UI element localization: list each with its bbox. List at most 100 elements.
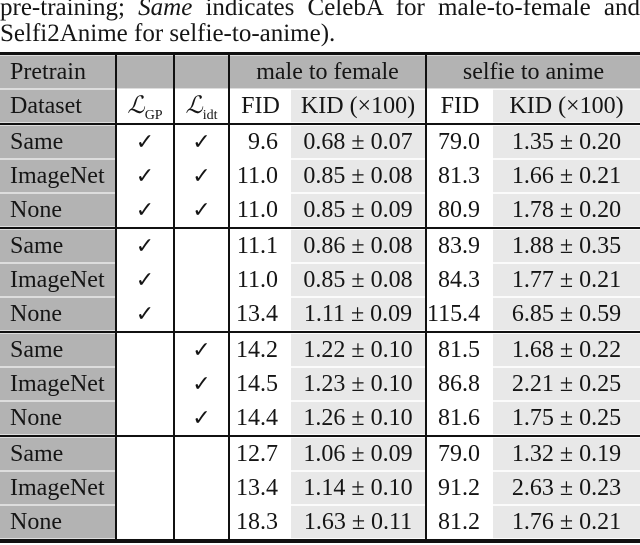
- pretrain-cell: None: [0, 297, 117, 333]
- table-row: None 18.3 1.63 ± 0.11 81.2 1.76 ± 0.21: [0, 505, 640, 541]
- kid-s2a-cell: 2.63 ± 0.23: [493, 471, 640, 505]
- header-pretrain: Pretrain: [0, 53, 117, 89]
- caption-line1-pre: pre-training;: [0, 0, 125, 21]
- fid-s2a-cell: 84.3: [438, 267, 480, 293]
- pretrain-cell: None: [0, 193, 117, 229]
- results-table: Pretrain male to female selfie to anime …: [0, 52, 640, 543]
- fid-s2a-cell: 81.6: [426, 401, 493, 437]
- header-fid-1: FID: [229, 89, 291, 125]
- pretrain-cell: None: [0, 401, 117, 437]
- gp-check-cell: ✓: [116, 297, 175, 333]
- fid-s2a-cell: 81.5: [438, 337, 480, 363]
- kid-m2f-cell: 0.86 ± 0.08: [291, 228, 427, 263]
- table-row: None ✓ ✓ 11.0 0.85 ± 0.09 80.9 1.78 ± 0.…: [0, 193, 640, 229]
- idt-check-cell: [174, 263, 230, 297]
- idt-check-cell: ✓: [174, 332, 230, 367]
- fid-m2f-cell: 14.5: [236, 371, 278, 397]
- kid-m2f-cell: 0.85 ± 0.08: [291, 159, 427, 193]
- header-row-1: Pretrain male to female selfie to anime: [0, 53, 640, 89]
- table-row: None ✓ 13.4 1.11 ± 0.09 115.4 6.85 ± 0.5…: [0, 297, 640, 333]
- fid-s2a-cell: 81.2: [438, 509, 480, 535]
- gp-check-cell: [116, 332, 175, 367]
- kid-s2a-cell: 1.66 ± 0.21: [493, 159, 640, 193]
- pretrain-cell: None: [0, 505, 117, 541]
- gp-check-cell: [116, 367, 175, 401]
- gp-check-cell: [116, 436, 175, 471]
- kid-s2a-cell: 6.85 ± 0.59: [493, 297, 640, 333]
- gp-check-cell: ✓: [116, 193, 175, 229]
- caption-line1-italic: Same: [138, 0, 193, 21]
- table-row: ImageNet ✓ 14.5 1.23 ± 0.10 86.8 2.21 ± …: [0, 367, 640, 401]
- idt-check-cell: ✓: [174, 124, 230, 159]
- gp-check-cell: [116, 505, 175, 541]
- kid-m2f-cell: 1.23 ± 0.10: [291, 367, 427, 401]
- fid-m2f-cell: 13.4: [229, 297, 291, 333]
- gp-check-cell: [116, 471, 175, 505]
- pretrain-cell: ImageNet: [0, 471, 117, 505]
- pretrain-cell: ImageNet: [0, 159, 117, 193]
- kid-s2a-cell: 1.32 ± 0.19: [493, 436, 640, 471]
- caption-line1-post: indicates CelebA for male-to-female and: [205, 0, 640, 21]
- header-gp-spacer: [116, 53, 175, 89]
- header-group-selfie-to-anime: selfie to anime: [426, 53, 640, 89]
- kid-m2f-cell: 0.85 ± 0.09: [291, 193, 427, 229]
- table-row: Same 12.7 1.06 ± 0.09 79.0 1.32 ± 0.19: [0, 436, 640, 471]
- fid-m2f-cell: 11.0: [236, 267, 278, 293]
- kid-m2f-cell: 1.14 ± 0.10: [291, 471, 427, 505]
- table-caption: pre-training; Same indicates CelebA for …: [0, 0, 640, 47]
- gp-check-cell: [116, 401, 175, 437]
- pretrain-cell: Same: [0, 332, 117, 367]
- table-row: ImageNet 13.4 1.14 ± 0.10 91.2 2.63 ± 0.…: [0, 471, 640, 505]
- idt-check-cell: ✓: [174, 367, 230, 401]
- idt-subscript: idt: [202, 107, 218, 123]
- pretrain-cell: Same: [0, 436, 117, 471]
- script-l-symbol: ℒ: [127, 93, 145, 119]
- fid-s2a-cell: 79.0: [438, 129, 480, 155]
- script-l-symbol: ℒ: [185, 93, 203, 119]
- kid-s2a-cell: 1.68 ± 0.22: [493, 332, 640, 367]
- fid-s2a-cell: 86.8: [438, 371, 480, 397]
- kid-m2f-cell: 1.22 ± 0.10: [291, 332, 427, 367]
- idt-check-cell: [174, 228, 230, 263]
- header-loss-idt: ℒidt: [174, 89, 230, 125]
- fid-m2f-cell: 13.4: [236, 475, 278, 501]
- table-row: None ✓ 14.4 1.26 ± 0.10 81.6 1.75 ± 0.25: [0, 401, 640, 437]
- fid-s2a-cell: 79.0: [438, 441, 480, 467]
- table-row: Same ✓ ✓ 9.6 0.68 ± 0.07 79.0 1.35 ± 0.2…: [0, 124, 640, 159]
- header-loss-gp: ℒGP: [116, 89, 175, 125]
- caption-line-2: Selfi2Anime for selfie-to-anime).: [0, 20, 336, 47]
- gp-check-cell: ✓: [116, 159, 175, 193]
- kid-m2f-cell: 1.11 ± 0.09: [291, 297, 427, 333]
- kid-s2a-cell: 2.21 ± 0.25: [493, 367, 640, 401]
- table-row: Same ✓ 14.2 1.22 ± 0.10 81.5 1.68 ± 0.22: [0, 332, 640, 367]
- header-group-male-to-female: male to female: [229, 53, 427, 89]
- fid-m2f-cell: 9.6: [248, 129, 278, 155]
- header-row-2: Dataset ℒGP ℒidt FID KID (×100) FID KID …: [0, 89, 640, 125]
- header-fid-2: FID: [426, 89, 493, 125]
- kid-s2a-cell: 1.78 ± 0.20: [493, 193, 640, 229]
- fid-m2f-cell: 14.4: [229, 401, 291, 437]
- kid-m2f-cell: 0.68 ± 0.07: [291, 124, 427, 159]
- fid-m2f-cell: 11.0: [236, 163, 278, 189]
- pretrain-cell: Same: [0, 228, 117, 263]
- gp-subscript: GP: [144, 107, 163, 123]
- idt-check-cell: ✓: [174, 401, 230, 437]
- kid-m2f-cell: 0.85 ± 0.08: [291, 263, 427, 297]
- fid-m2f-cell: 18.3: [236, 509, 278, 535]
- idt-check-cell: [174, 436, 230, 471]
- idt-check-cell: [174, 297, 230, 333]
- table-row: ImageNet ✓ 11.0 0.85 ± 0.08 84.3 1.77 ± …: [0, 263, 640, 297]
- header-kid-2: KID (×100): [493, 89, 640, 125]
- kid-s2a-cell: 1.35 ± 0.20: [493, 124, 640, 159]
- kid-m2f-cell: 1.63 ± 0.11: [291, 505, 427, 541]
- pretrain-cell: ImageNet: [0, 263, 117, 297]
- fid-m2f-cell: 14.2: [236, 337, 278, 363]
- fid-s2a-cell: 83.9: [438, 233, 480, 259]
- kid-m2f-cell: 1.06 ± 0.09: [291, 436, 427, 471]
- idt-check-cell: [174, 471, 230, 505]
- fid-m2f-cell: 12.7: [236, 441, 278, 467]
- idt-check-cell: ✓: [174, 193, 230, 229]
- table-row: ImageNet ✓ ✓ 11.0 0.85 ± 0.08 81.3 1.66 …: [0, 159, 640, 193]
- fid-s2a-cell: 91.2: [438, 475, 480, 501]
- header-kid-1: KID (×100): [291, 89, 427, 125]
